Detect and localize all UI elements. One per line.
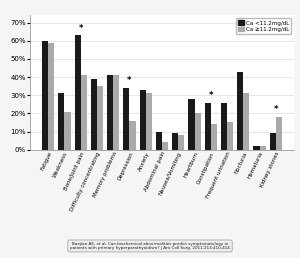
Bar	[205, 102, 211, 150]
Bar	[91, 79, 97, 150]
Bar	[74, 35, 81, 150]
Bar	[130, 121, 136, 150]
Text: *: *	[78, 24, 83, 33]
Bar	[123, 88, 130, 150]
Bar	[270, 133, 276, 150]
Bar	[162, 142, 168, 150]
Bar	[97, 86, 103, 150]
Bar	[194, 113, 201, 150]
Text: *: *	[274, 105, 278, 114]
Bar	[211, 124, 217, 150]
Text: *: *	[127, 76, 132, 85]
Bar	[237, 72, 243, 150]
Legend: Ca <11.2mg/dL, Ca ≥11.2mg/dL: Ca <11.2mg/dL, Ca ≥11.2mg/dL	[236, 18, 291, 34]
Bar	[81, 75, 87, 150]
Bar	[42, 41, 48, 150]
Bar	[156, 132, 162, 150]
Bar	[48, 43, 54, 150]
Bar	[107, 75, 113, 150]
Bar	[178, 135, 184, 150]
Bar	[58, 93, 64, 150]
Bar	[113, 75, 119, 150]
Bar	[221, 102, 227, 150]
Bar	[243, 93, 250, 150]
Text: Baejian AE, et al. Can biochemical abnormalities predict symptomatology in
patie: Baejian AE, et al. Can biochemical abnor…	[70, 242, 230, 250]
Bar	[260, 146, 266, 150]
Bar	[172, 133, 178, 150]
Bar	[140, 90, 146, 150]
Bar	[227, 123, 233, 150]
Bar	[276, 117, 282, 150]
Bar	[188, 99, 194, 150]
Bar	[64, 111, 70, 150]
Bar	[254, 146, 260, 150]
Text: *: *	[208, 91, 213, 100]
Bar	[146, 93, 152, 150]
